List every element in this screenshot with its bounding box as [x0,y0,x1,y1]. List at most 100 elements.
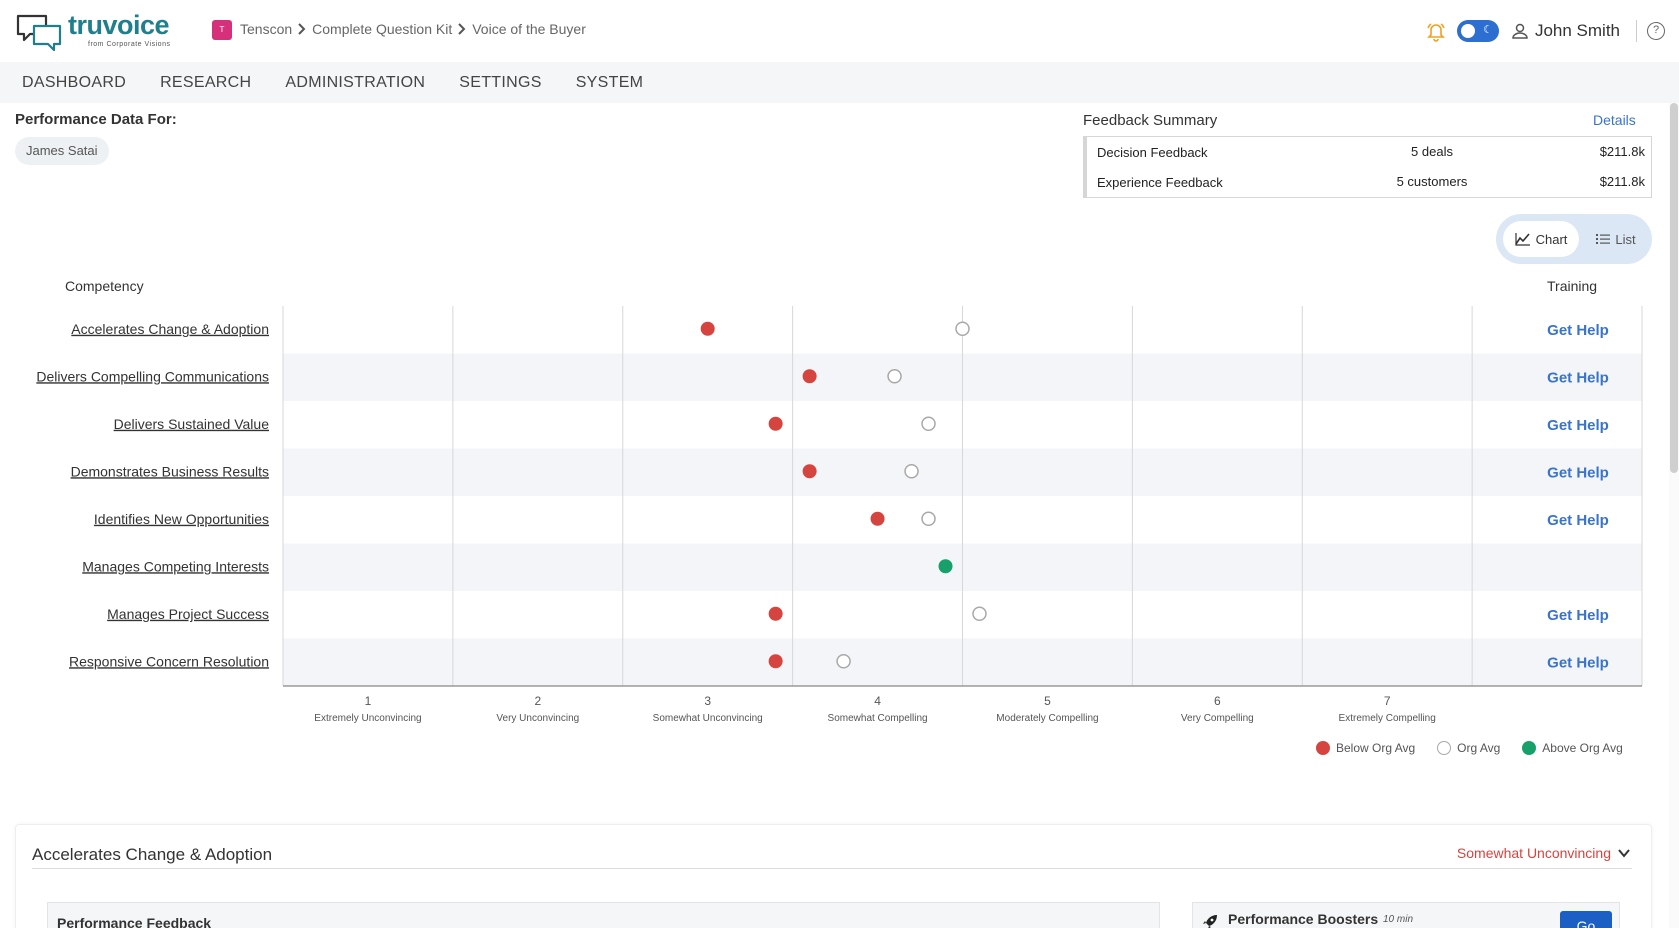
breadcrumb: Tenscon Complete Question Kit Voice of t… [240,21,586,37]
list-view-label: List [1615,231,1636,247]
legend-below: Below Org Avg [1316,741,1415,755]
performance-feedback-panel: Performance Feedback [47,902,1160,928]
score-point [768,654,783,669]
nav-research[interactable]: RESEARCH [160,73,252,91]
x-tick-value: 1 [365,694,372,708]
score-point [870,511,885,526]
help-icon[interactable]: ? [1647,22,1665,40]
x-tick-label: Very Compelling [1181,713,1254,724]
chat-bubbles-icon [16,14,62,52]
org-avg-point [972,606,987,621]
get-help-link[interactable]: Get Help [1547,369,1609,386]
competency-column-header: Competency [65,278,144,294]
person-chip[interactable]: James Satai [15,137,109,165]
competency-link[interactable]: Manages Project Success [107,606,269,622]
get-help-link[interactable]: Get Help [1547,654,1609,671]
header-divider [1636,20,1637,42]
competency-link[interactable]: Identifies New Opportunities [94,511,269,527]
truvoice-logo[interactable]: truvoice from Corporate Visions [16,10,186,52]
theme-toggle[interactable]: ☾ [1456,20,1499,42]
legend-above: Above Org Avg [1522,741,1623,755]
competency-link[interactable]: Demonstrates Business Results [71,463,269,479]
x-tick-value: 2 [534,694,541,708]
nav-settings[interactable]: SETTINGS [459,73,542,91]
training-column-header: Training [1547,278,1598,294]
toggle-knob [1460,24,1475,38]
nav-administration[interactable]: ADMINISTRATION [285,73,426,91]
company-badge: T [212,20,232,40]
breadcrumb-company[interactable]: Tenscon [240,21,293,37]
get-help-link[interactable]: Get Help [1547,322,1609,339]
score-point [768,606,783,621]
x-tick-label: Extremely Unconvincing [314,713,421,724]
org-avg-point [921,416,936,431]
chart-legend: Below Org Avg Org Avg Above Org Avg [1316,741,1645,755]
feedback-count: 5 deals [1411,144,1453,159]
score-point [768,416,783,431]
boosters-duration: 10 min [1383,914,1414,925]
detail-rating: Somewhat Unconvincing [1456,845,1611,861]
user-name[interactable]: John Smith [1534,21,1620,40]
competency-chart: 1 Extremely Unconvincing 2 Very Unconvincin… [36,306,1643,724]
x-tick-label: Very Unconvincing [496,713,579,724]
performance-feedback-title: Performance Feedback [57,915,212,928]
feedback-type: Experience Feedback [1097,175,1223,190]
org-avg-point [921,511,936,526]
org-avg-point [955,321,970,336]
x-tick-label: Extremely Compelling [1339,713,1436,724]
chart-icon [1514,233,1530,246]
legend-below-label: Below Org Avg [1336,741,1416,755]
legend-org-label: Org Avg [1457,741,1501,755]
performance-boosters-panel: Performance Boosters 10 min Go [1192,902,1620,928]
legend-above-label: Above Org Avg [1542,741,1623,755]
chevron-right-icon [458,23,466,35]
rocket-icon [1203,915,1217,928]
feedback-summary-box: Decision Feedback 5 deals $211.8k Experi… [1083,136,1652,198]
x-tick-value: 5 [1044,694,1051,708]
performance-boosters-title: Performance Boosters [1228,911,1379,927]
chart-view-button[interactable]: Chart [1503,221,1579,257]
score-point [802,369,817,384]
feedback-summary-title: Feedback Summary [1083,112,1218,129]
x-tick-label: Somewhat Unconvincing [653,713,763,724]
x-tick-label: Moderately Compelling [996,713,1098,724]
go-button[interactable]: Go [1560,911,1612,928]
competency-link[interactable]: Delivers Sustained Value [114,416,270,432]
details-link[interactable]: Details [1593,112,1636,128]
feedback-amount: $211.8k [1599,144,1645,159]
get-help-link[interactable]: Get Help [1547,512,1609,529]
competency-link[interactable]: Responsive Concern Resolution [69,653,269,669]
scrollbar-track[interactable] [1669,103,1679,928]
competency-link[interactable]: Manages Competing Interests [82,558,269,574]
user-icon [1512,23,1528,39]
header-actions: ☾ John Smith ? [1425,14,1679,48]
list-view-button[interactable]: List [1586,221,1646,257]
top-bar: truvoice from Corporate Visions T Tensco… [0,0,1679,62]
performance-data-label: Performance Data For: [15,111,177,128]
x-tick-value: 7 [1384,694,1391,708]
bell-icon[interactable] [1425,20,1447,42]
view-toggle: Chart List [1496,214,1652,264]
get-help-link[interactable]: Get Help [1547,607,1609,624]
get-help-link[interactable]: Get Help [1547,464,1609,481]
x-tick-value: 6 [1214,694,1221,708]
breadcrumb-kit[interactable]: Complete Question Kit [312,21,453,37]
legend-org: Org Avg [1437,741,1500,755]
competency-link[interactable]: Delivers Compelling Communications [36,368,269,384]
breadcrumb-current: Voice of the Buyer [472,21,586,37]
org-avg-point [836,654,851,669]
org-avg-point [904,464,919,479]
nav-system[interactable]: SYSTEM [575,73,644,91]
competency-link[interactable]: Accelerates Change & Adoption [71,321,269,337]
chevron-down-icon[interactable] [1617,846,1631,860]
org-avg-point [887,369,902,384]
x-tick-value: 3 [704,694,711,708]
list-icon [1596,234,1611,244]
get-help-link[interactable]: Get Help [1547,417,1609,434]
score-point [802,464,817,479]
detail-title: Accelerates Change & Adoption [32,845,273,864]
feedback-count: 5 customers [1396,174,1468,189]
feedback-type: Decision Feedback [1097,145,1208,160]
nav-dashboard[interactable]: DASHBOARD [22,73,127,91]
scrollbar-thumb[interactable] [1670,103,1678,473]
